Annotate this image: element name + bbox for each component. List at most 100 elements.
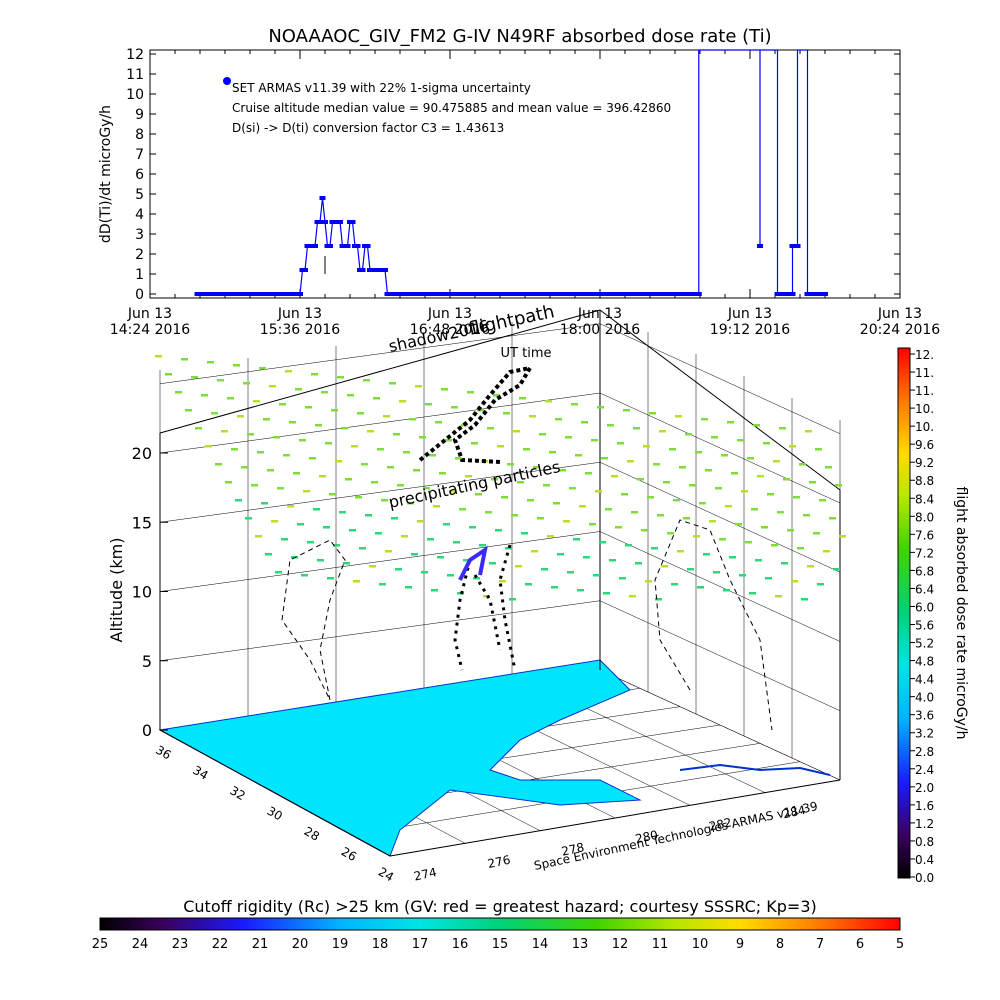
data-point bbox=[485, 292, 490, 296]
data-point bbox=[628, 292, 632, 296]
particle-mark bbox=[617, 442, 624, 445]
particle-mark bbox=[345, 478, 352, 481]
particle-mark bbox=[557, 553, 564, 556]
particle-mark bbox=[713, 571, 720, 574]
particle-mark bbox=[221, 430, 228, 433]
particle-mark bbox=[155, 355, 162, 358]
data-point bbox=[556, 292, 561, 296]
particle-mark bbox=[347, 394, 354, 397]
colorbar-tick-label: 11. bbox=[915, 366, 934, 380]
colorbar-tick-label: 1.2 bbox=[915, 817, 934, 831]
data-point bbox=[255, 292, 260, 296]
particle-mark bbox=[637, 478, 644, 481]
data-point bbox=[691, 292, 696, 296]
data-point bbox=[418, 292, 422, 296]
particle-mark bbox=[433, 505, 440, 508]
colorbars: 12. 11. 11. 10. 10. 9.6 9.2 8.8 8.4 8.0 7.6 7.2 6.8 6… bbox=[92, 347, 969, 952]
particle-mark bbox=[573, 538, 580, 541]
particle-mark bbox=[371, 481, 378, 484]
data-point bbox=[229, 292, 234, 296]
particle-mark bbox=[781, 562, 788, 565]
particle-mark bbox=[729, 556, 736, 559]
data-point bbox=[274, 292, 279, 296]
data-point bbox=[489, 292, 494, 296]
data-point bbox=[440, 292, 445, 296]
particle-mark bbox=[375, 532, 382, 535]
particle-mark bbox=[279, 403, 286, 406]
rigidity-tick-label: 21 bbox=[252, 937, 269, 952]
data-point bbox=[804, 292, 811, 296]
particle-mark bbox=[731, 472, 738, 475]
particle-mark bbox=[341, 427, 348, 430]
particle-mark bbox=[789, 445, 796, 448]
colorbar-tick-label: 3.2 bbox=[915, 727, 934, 741]
grid-line bbox=[159, 392, 601, 454]
particle-mark bbox=[705, 469, 712, 472]
x-tick-label: Jun 13 bbox=[127, 306, 172, 322]
x-tick-label: Jun 13 bbox=[427, 306, 472, 322]
particle-mark bbox=[593, 574, 600, 577]
rigidity-tick-label: 9 bbox=[736, 937, 744, 952]
grid-line bbox=[599, 392, 841, 504]
data-point bbox=[206, 292, 211, 296]
particle-mark bbox=[319, 475, 326, 478]
z-tick-label: 5 bbox=[142, 652, 152, 671]
particle-mark bbox=[237, 415, 244, 418]
particle-mark bbox=[517, 481, 524, 484]
particle-mark bbox=[553, 502, 560, 505]
credit-label: Space Environment Technologies ARMAS v11… bbox=[533, 799, 819, 873]
particle-mark bbox=[287, 505, 294, 508]
particle-mark bbox=[297, 523, 304, 526]
data-point bbox=[210, 292, 215, 296]
data-point bbox=[794, 244, 801, 248]
particle-mark bbox=[533, 466, 540, 469]
dose-colorbar bbox=[897, 347, 911, 879]
particle-mark bbox=[485, 511, 492, 514]
axis-line bbox=[159, 729, 391, 857]
particle-mark bbox=[697, 586, 704, 589]
dose-marks bbox=[458, 545, 488, 581]
data-point bbox=[545, 292, 550, 296]
data-point bbox=[455, 292, 460, 296]
rigidity-tick-label: 23 bbox=[172, 937, 189, 952]
data-point bbox=[319, 196, 326, 200]
particle-mark bbox=[755, 559, 762, 562]
particle-mark bbox=[353, 580, 360, 583]
colorbar-tick-label: 2.8 bbox=[915, 745, 934, 759]
data-point bbox=[444, 292, 449, 296]
colorbar-tick-label: 9.6 bbox=[915, 438, 934, 452]
particle-mark bbox=[675, 415, 682, 418]
particle-mark bbox=[293, 472, 300, 475]
data-point bbox=[676, 292, 681, 296]
particle-mark bbox=[819, 499, 826, 502]
particle-mark bbox=[737, 439, 744, 442]
particle-mark bbox=[763, 442, 770, 445]
particle-mark bbox=[559, 469, 566, 472]
particle-mark bbox=[351, 445, 358, 448]
particle-mark bbox=[247, 433, 254, 436]
particle-mark bbox=[549, 451, 556, 454]
particle-mark bbox=[445, 439, 452, 442]
particle-mark bbox=[607, 424, 614, 427]
particle-mark bbox=[791, 580, 798, 583]
particle-mark bbox=[175, 391, 182, 394]
colorbar-tick-label: 2.4 bbox=[915, 763, 934, 777]
colorbar-tick-label: 2.0 bbox=[915, 781, 934, 795]
particle-mark bbox=[563, 520, 570, 523]
particle-mark bbox=[537, 517, 544, 520]
particle-mark bbox=[735, 523, 742, 526]
particle-mark bbox=[513, 430, 520, 433]
data-point bbox=[526, 292, 531, 296]
colorbar-tick-label: 3.6 bbox=[915, 709, 934, 723]
y-tick-label: 9 bbox=[135, 107, 144, 123]
particle-mark bbox=[615, 526, 622, 529]
particle-mark bbox=[323, 526, 330, 529]
grid-line bbox=[159, 462, 601, 523]
particle-mark bbox=[413, 469, 420, 472]
lat-tick-label: 32 bbox=[227, 783, 247, 803]
particle-mark bbox=[725, 505, 732, 508]
particle-mark bbox=[799, 463, 806, 466]
particle-mark bbox=[421, 571, 428, 574]
data-point bbox=[263, 292, 267, 296]
data-point bbox=[240, 292, 245, 296]
